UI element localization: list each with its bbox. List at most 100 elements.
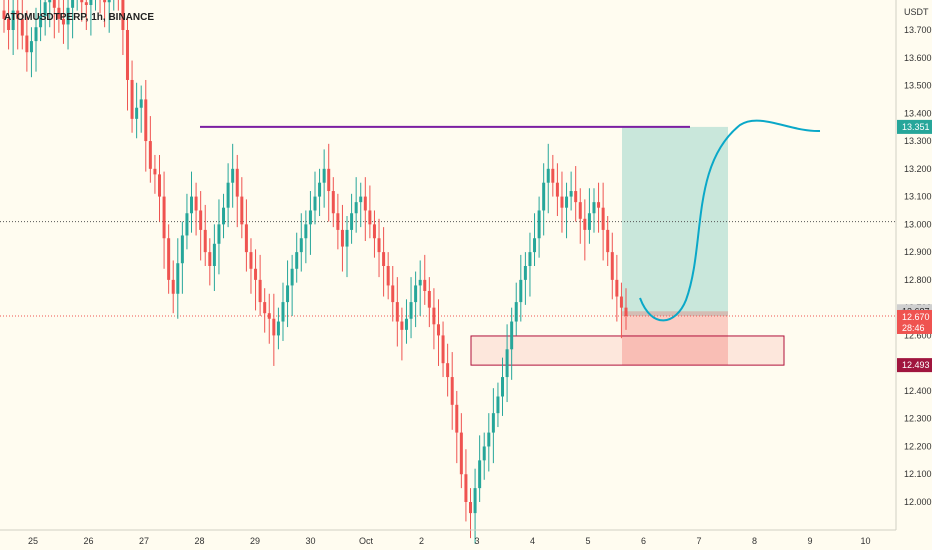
target-badge: 13.351 [902,122,930,132]
candle-body [39,16,43,28]
candle-body [505,349,509,378]
candle-body [340,229,344,247]
demand-zone [470,335,785,366]
candle-body [441,335,445,364]
candle-body [377,238,381,253]
countdown-badge: 28:46 [902,323,925,333]
candle-body [354,202,358,214]
candle-body [180,235,184,264]
candle-body [7,18,11,30]
candle-body [427,290,431,308]
candle-body [203,229,207,253]
y-tick-label: 12.100 [904,469,932,479]
candle-body [80,0,84,3]
candle-body [190,196,194,214]
y-tick-label: 12.400 [904,386,932,396]
candle-body [308,210,312,225]
candle-body [295,252,299,269]
candle-body [519,279,523,303]
candle-body [601,207,605,230]
x-tick-label: 10 [860,536,870,546]
candle-body [615,279,619,297]
candle-body [167,238,171,280]
y-tick-label: 12.800 [904,275,932,285]
candle-body [153,168,157,175]
candle-body [286,285,290,303]
x-tick-label: 26 [83,536,93,546]
candle-body [619,296,623,308]
candle-body [2,10,6,19]
candle-body [194,196,198,211]
candle-body [606,229,610,253]
candles [2,0,628,544]
entry-badge-bg [897,358,932,373]
y-tick-label: 12.200 [904,441,932,451]
candle-body [71,0,75,8]
x-tick-label: 9 [807,536,812,546]
candle-body [171,279,175,294]
x-tick-label: 3 [474,536,479,546]
candle-body [144,99,148,142]
candle-body [395,302,399,322]
candle-body [254,268,258,280]
candle-body [313,196,317,211]
candle-body [135,107,139,119]
candle-body [382,252,386,266]
x-tick-label: 30 [305,536,315,546]
y-tick-label: 12.600 [904,330,932,340]
last-price-badge: 12.670 [902,312,930,322]
candle-body [592,202,596,214]
candle-body [281,302,285,322]
candle-body [436,324,440,336]
price-levels [0,125,896,317]
candle-body [89,0,93,6]
projection-curve [639,119,821,322]
candle-body [510,321,514,350]
candle-body [199,210,203,230]
candle-body [318,182,322,197]
y-tick-label: 12.300 [904,414,932,424]
candle-body [258,279,262,303]
y-tick-label: 13.300 [904,136,932,146]
candle-body [57,7,61,19]
candle-body [11,10,15,31]
risk-zone [622,311,728,366]
candle-body [217,224,221,244]
x-tick-label: 7 [696,536,701,546]
candle-body [574,191,578,203]
candle-body [322,168,326,183]
y-axis: 12.00012.10012.20012.30012.40012.50012.6… [904,25,932,507]
candle-body [52,0,56,8]
candle-body [446,363,450,378]
y-tick-label: 13.200 [904,164,932,174]
candle-body [66,7,70,25]
candle-body [464,474,468,502]
candle-body [363,196,367,211]
candle-body [400,321,404,330]
candle-body [345,229,349,247]
candle-body [61,18,65,25]
candle-body [185,213,189,236]
candle-body [327,168,331,192]
candle-body [578,202,582,219]
candle-body [414,285,418,303]
candle-body [537,210,541,239]
candle-body [231,168,235,183]
candle-body [158,174,161,197]
y-tick-label: 13.600 [904,53,932,63]
candle-body [235,168,239,197]
candle-body [25,35,29,53]
candle-body [528,252,532,266]
candle-body [542,182,546,211]
candle-body [299,238,303,253]
candle-body [455,404,459,433]
candle-body [560,196,564,208]
candle-body [546,168,550,183]
x-axis: 25 26 27 28 29 30 Oct 2 3 4 5 6 7 8 9 10 [28,536,871,546]
candle-body [491,413,495,433]
candle-body [610,252,614,280]
candle-body [569,191,573,197]
